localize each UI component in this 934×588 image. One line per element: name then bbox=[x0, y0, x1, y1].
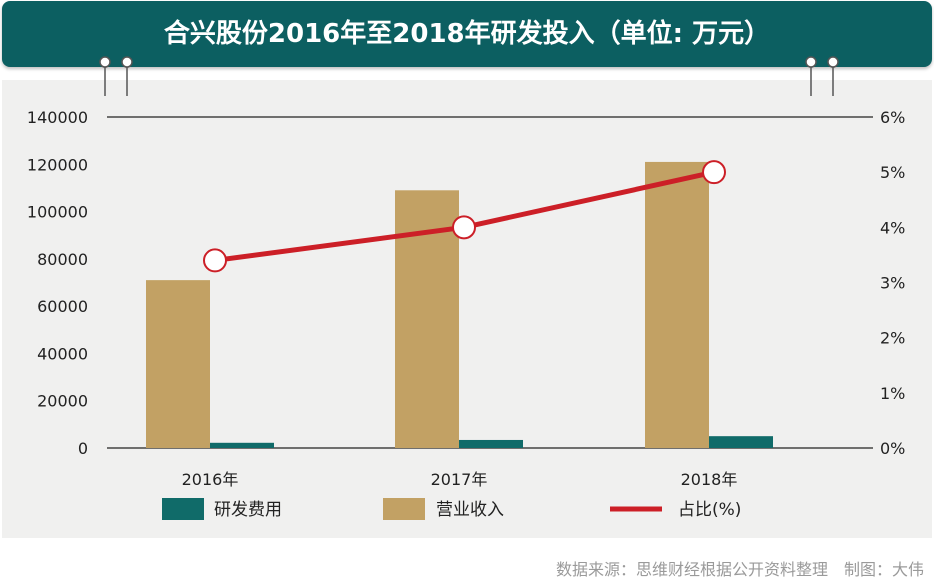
pin-icon bbox=[121, 56, 133, 68]
title-bar: 合兴股份2016年至2018年研发投入（单位: 万元） bbox=[2, 1, 932, 67]
right-tick-label: 6% bbox=[880, 108, 905, 127]
legend-rd-label: 研发费用 bbox=[214, 500, 282, 520]
pin-icon bbox=[99, 56, 111, 68]
left-tick-label: 0 bbox=[78, 439, 88, 458]
legend-ratio-label: 占比(%) bbox=[678, 500, 741, 520]
x-tick-label: 2018年 bbox=[681, 470, 738, 489]
x-tick-label: 2016年 bbox=[182, 470, 239, 489]
right-tick-label: 5% bbox=[880, 163, 905, 182]
right-tick-label: 1% bbox=[880, 384, 905, 403]
revenue-bar bbox=[146, 280, 210, 448]
left-tick-label: 60000 bbox=[37, 297, 88, 316]
right-tick-label: 2% bbox=[880, 329, 905, 348]
left-tick-label: 120000 bbox=[27, 155, 88, 174]
left-tick-label: 140000 bbox=[27, 108, 88, 127]
left-tick-label: 100000 bbox=[27, 203, 88, 222]
revenue-bar bbox=[645, 161, 709, 448]
left-tick-label: 40000 bbox=[37, 344, 88, 363]
left-tick-label: 80000 bbox=[37, 250, 88, 269]
source-note: 数据来源：思维财经根据公开资料整理 制图：大伟 bbox=[555, 560, 924, 579]
right-tick-label: 0% bbox=[880, 439, 905, 458]
pin-icon bbox=[827, 56, 839, 68]
pin-icon bbox=[805, 56, 817, 68]
right-tick-label: 4% bbox=[880, 218, 905, 237]
legend-revenue-swatch bbox=[383, 498, 425, 520]
ratio-point bbox=[452, 215, 476, 240]
rd-bar bbox=[459, 439, 523, 448]
chart-title: 合兴股份2016年至2018年研发投入（单位: 万元） bbox=[163, 19, 771, 49]
rd-bar bbox=[210, 442, 274, 448]
rd-bar bbox=[709, 436, 773, 448]
right-tick-label: 3% bbox=[880, 274, 905, 293]
ratio-point bbox=[203, 248, 227, 273]
ratio-point bbox=[702, 160, 726, 185]
legend-rd-swatch bbox=[162, 498, 204, 520]
left-tick-label: 20000 bbox=[37, 392, 88, 411]
legend-revenue-label: 营业收入 bbox=[436, 500, 504, 520]
x-tick-label: 2017年 bbox=[431, 470, 488, 489]
